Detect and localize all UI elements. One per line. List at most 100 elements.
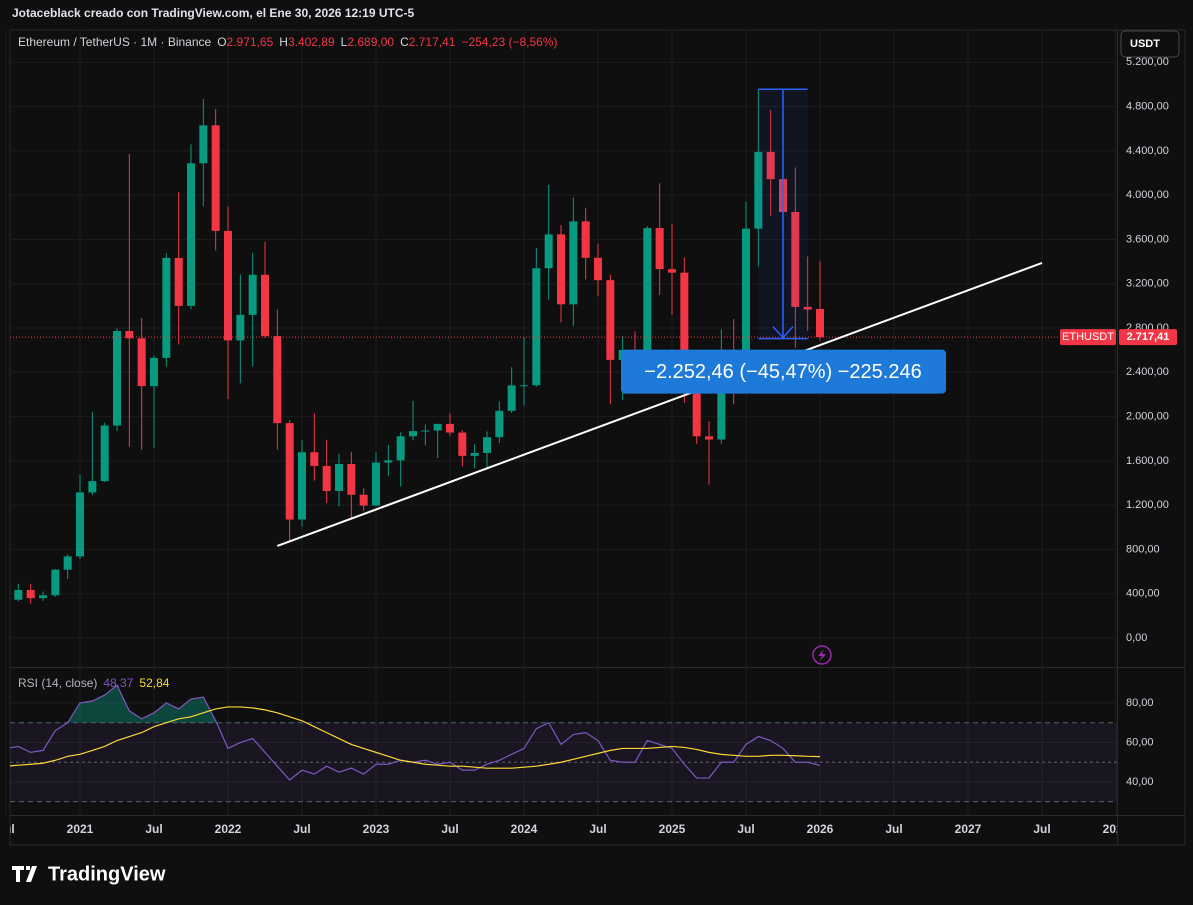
candle-body	[606, 280, 615, 360]
logo: TradingView	[12, 863, 166, 885]
rsi-value: 48,37	[103, 676, 134, 690]
attribution: Jotaceblack creado con TradingView.com, …	[12, 6, 415, 20]
candle-body	[26, 589, 35, 599]
x-tick-label: 2026	[807, 822, 834, 836]
rsi-tick-label: 60,00	[1126, 736, 1154, 748]
candle-body	[705, 436, 713, 440]
legend-value: 2.689,00	[347, 35, 395, 49]
candle-body	[310, 452, 319, 466]
candle-body	[433, 423, 442, 431]
x-tick-label: Jul	[1033, 822, 1050, 836]
axes: Jul 2021 Jul 2022 Jul 2023 Jul 2024 Jul 2025 Jul 20…	[10, 56, 1177, 836]
candle-body	[396, 436, 405, 461]
legend-key: H	[279, 35, 288, 49]
candle-body	[446, 423, 454, 433]
last-price-box	[1119, 329, 1177, 346]
candle-body	[224, 230, 232, 341]
alert-icon[interactable]	[812, 645, 832, 665]
candle-body	[532, 268, 541, 386]
candle-body	[384, 460, 393, 463]
candle-body	[544, 234, 553, 269]
candle-body	[483, 437, 491, 454]
x-tick-label: Jul	[293, 822, 310, 836]
x-tick-label: 2027	[955, 822, 982, 836]
candle-body	[236, 314, 245, 341]
legend-change: −254,23 (−8,56%)	[461, 35, 558, 49]
candle-body	[298, 452, 306, 520]
candle-body	[335, 463, 343, 491]
candle-body	[692, 390, 701, 437]
x-tick-label: 2028	[1103, 822, 1130, 836]
y-tick-label: 800,00	[1126, 543, 1160, 555]
y-tick-label: 4.400,00	[1126, 145, 1169, 157]
legend-value: 2.717,41	[408, 35, 456, 49]
last-price-symbol: ETHUSDT	[1062, 331, 1114, 343]
x-tick-label: 2021	[67, 822, 94, 836]
last-price-label: 2.717,41	[1127, 331, 1170, 343]
currency-button[interactable]	[1120, 30, 1180, 58]
trendline	[276, 261, 1043, 547]
symbol: Ethereum / TetherUS · 1M · Binance	[18, 35, 212, 49]
x-tick-label: Jul	[145, 822, 162, 836]
rsi-overbought-fill	[10, 685, 820, 723]
candle-body	[88, 481, 97, 493]
price-pane: −2.252,46 (−45,47%) −225.246	[10, 88, 1117, 604]
x-tick-label: 2023	[363, 822, 390, 836]
y-tick-label: 5.200,00	[1126, 56, 1169, 68]
candle-body	[63, 556, 72, 570]
x-tick-label: 2024	[511, 822, 538, 836]
legend-value: 3.402,89	[287, 35, 335, 49]
candle-body	[816, 309, 824, 338]
y-tick-label: 2.000,00	[1126, 410, 1169, 422]
legend-key: C	[400, 35, 409, 49]
candle-body	[680, 272, 689, 391]
rsi-line	[10, 706, 821, 769]
candle-body	[791, 212, 800, 307]
rsi-tick-label: 80,00	[1126, 697, 1154, 709]
candle-body	[507, 385, 516, 411]
candle-body	[113, 331, 121, 426]
candle-body	[261, 274, 269, 337]
y-tick-label: 400,00	[1126, 588, 1160, 600]
currency: USDT	[1130, 38, 1160, 50]
candle-body	[717, 358, 726, 440]
candle-body	[162, 257, 171, 358]
rsi-tick-label: 40,00	[1126, 776, 1154, 788]
y-tick-label: 0,00	[1126, 632, 1147, 644]
symbol-legend: Ethereum / TetherUS · 1M · Binance O 2.97…	[18, 35, 558, 49]
candle-body	[569, 221, 578, 305]
legend-key: O	[217, 35, 227, 49]
last-price-symbol-box	[1060, 329, 1116, 346]
y-tick-label: 4.000,00	[1126, 189, 1169, 201]
candle-body	[322, 465, 331, 491]
candle-body	[655, 228, 664, 270]
candle-body	[125, 331, 134, 339]
candle-body	[100, 425, 109, 482]
candle-body	[581, 221, 590, 258]
candle-body	[76, 492, 84, 557]
candle-body	[199, 125, 208, 164]
candle-body	[470, 453, 479, 456]
candle-body	[754, 151, 763, 229]
x-tick-label: 2025	[659, 822, 686, 836]
candle-body	[766, 151, 775, 180]
x-tick-label: Jul	[885, 822, 902, 836]
candle-body	[557, 234, 565, 305]
candle-body	[347, 463, 356, 495]
candle-body	[211, 125, 220, 231]
candle-body	[742, 228, 750, 363]
y-tick-label: 2.400,00	[1126, 366, 1169, 378]
candle-body	[594, 257, 602, 281]
rsi-ma-value: 52,84	[139, 676, 170, 690]
candle-body	[51, 569, 60, 596]
candle-body	[187, 163, 195, 306]
legend-value: 2.971,65	[226, 35, 274, 49]
y-tick-label: 4.800,00	[1126, 101, 1169, 113]
candle-body	[150, 357, 158, 387]
x-tick-label: 2022	[215, 822, 242, 836]
legend-key: L	[340, 35, 348, 49]
candle-body	[359, 494, 368, 506]
candle-body	[285, 423, 294, 520]
